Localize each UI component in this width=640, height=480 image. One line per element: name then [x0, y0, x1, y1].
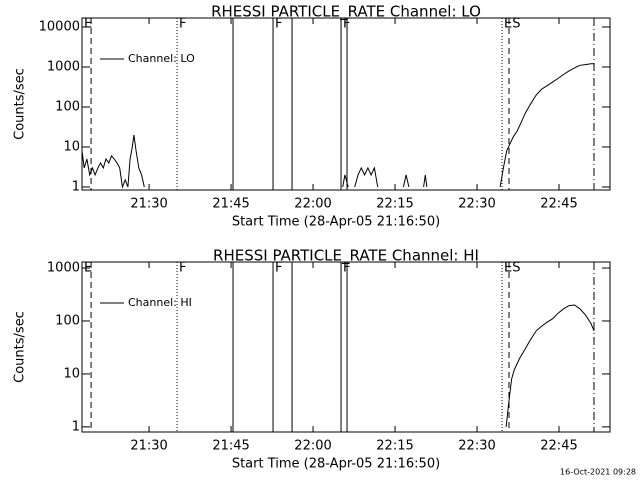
chart-title: RHESSI PARTICLE_RATE Channel: HI	[213, 247, 479, 266]
y-tick-label: 10000	[39, 20, 80, 35]
x-tick-label: 21:30	[130, 439, 167, 454]
marker-label: F	[179, 261, 186, 276]
legend-label: Channel: HI	[128, 296, 192, 309]
marker-label: F	[275, 17, 282, 32]
legend-label: Channel: LO	[128, 52, 195, 65]
x-tick-label: 22:45	[540, 439, 577, 454]
y-tick-label: 1	[72, 179, 80, 194]
x-tick-label: 21:30	[130, 197, 167, 212]
plot-frame	[81, 261, 611, 433]
y-tick-label: 10	[63, 139, 80, 154]
y-axis-label: Counts/sec	[13, 68, 28, 140]
plot-frame	[81, 17, 611, 191]
x-tick-label: 22:00	[294, 439, 331, 454]
marker-label: ES	[504, 17, 520, 32]
y-tick-label: 1000	[47, 261, 80, 276]
x-tick-label: 22:15	[376, 439, 413, 454]
x-tick-label: 22:00	[294, 197, 331, 212]
marker-label: E	[84, 261, 92, 276]
y-tick-label: 1000	[47, 60, 80, 75]
x-tick-label: 22:15	[376, 197, 413, 212]
data-line	[81, 63, 595, 189]
x-tick-label: 21:45	[212, 197, 249, 212]
y-tick-label: 100	[55, 99, 80, 114]
chart-title: RHESSI PARTICLE_RATE Channel: LO	[211, 3, 481, 22]
y-tick-label: 100	[55, 313, 80, 328]
x-axis-label: Start Time (28-Apr-05 21:16:50)	[232, 457, 440, 472]
y-tick-label: 10	[63, 366, 80, 381]
marker-label: F	[275, 261, 282, 276]
y-axis-label: Counts/sec	[13, 311, 28, 383]
marker-label: F	[179, 17, 186, 32]
marker-label: ES	[504, 261, 520, 276]
data-line	[505, 304, 595, 427]
x-axis-label: Start Time (28-Apr-05 21:16:50)	[232, 215, 440, 230]
x-tick-label: 21:45	[212, 439, 249, 454]
x-tick-label: 22:30	[458, 439, 495, 454]
x-tick-label: 22:30	[458, 197, 495, 212]
y-tick-label: 1	[72, 419, 80, 434]
x-tick-label: 22:45	[540, 197, 577, 212]
footer: 16-Oct-2021 09:28	[560, 468, 636, 477]
marker-label: E	[84, 17, 92, 32]
